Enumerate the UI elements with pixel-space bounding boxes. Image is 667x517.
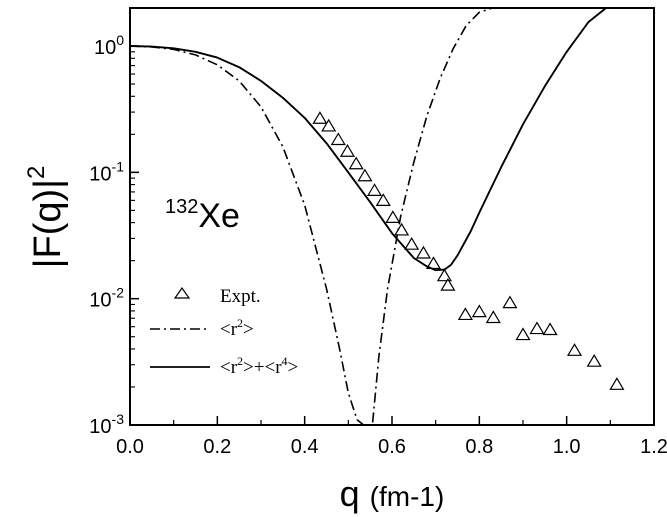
expt-point — [321, 118, 337, 132]
x-tick-label: 0.6 — [378, 436, 406, 458]
expt-point — [385, 210, 401, 223]
expt-point — [404, 237, 420, 250]
expt-point — [436, 268, 452, 282]
x-tick-label: 0.0 — [116, 436, 144, 458]
y-tick-label: 10-3 — [89, 411, 124, 438]
x-axis-label: q (fm-1) — [340, 473, 445, 514]
nucleus-annotation: 132Xe — [165, 196, 240, 235]
legend: Expt. <r2> <r2>+<r4> — [150, 286, 298, 378]
x-tick-label: 0.2 — [203, 436, 231, 458]
legend-label-r2r4: <r2>+<r4> — [220, 354, 298, 378]
expt-point — [457, 307, 473, 321]
expt-point — [394, 222, 410, 236]
expt-point — [330, 132, 346, 146]
x-tick-label: 0.8 — [465, 436, 493, 458]
expt-point — [515, 327, 531, 341]
y-tick-label: 10-2 — [89, 285, 124, 312]
expt-point — [312, 111, 328, 124]
legend-marker-expt — [173, 286, 191, 299]
expt-point — [502, 295, 518, 309]
expt-point — [566, 343, 583, 356]
x-tick-label: 0.4 — [291, 436, 319, 458]
expt-point — [339, 144, 356, 157]
expt-point — [471, 304, 487, 318]
expt-point — [357, 168, 373, 182]
series-line-1 — [130, 8, 493, 425]
expt-point — [542, 322, 558, 336]
y-tick-label: 10-1 — [89, 158, 124, 185]
x-tick-label: 1.2 — [640, 436, 667, 458]
expt-point — [440, 277, 456, 291]
series-line-2 — [130, 8, 607, 272]
expt-point — [485, 310, 501, 324]
y-axis-label: |F(q)|2 — [23, 166, 69, 269]
expt-point — [529, 321, 545, 335]
legend-label-expt: Expt. — [220, 286, 261, 307]
x-tick-label: 1.0 — [553, 436, 581, 458]
expt-point — [609, 377, 625, 390]
legend-label-r2: <r2> — [220, 316, 254, 340]
expt-point — [375, 193, 391, 206]
expt-point — [348, 156, 364, 170]
expt-point — [586, 354, 602, 367]
y-tick-label: 100 — [94, 32, 124, 59]
expt-point — [415, 245, 431, 259]
expt-point — [366, 183, 383, 196]
